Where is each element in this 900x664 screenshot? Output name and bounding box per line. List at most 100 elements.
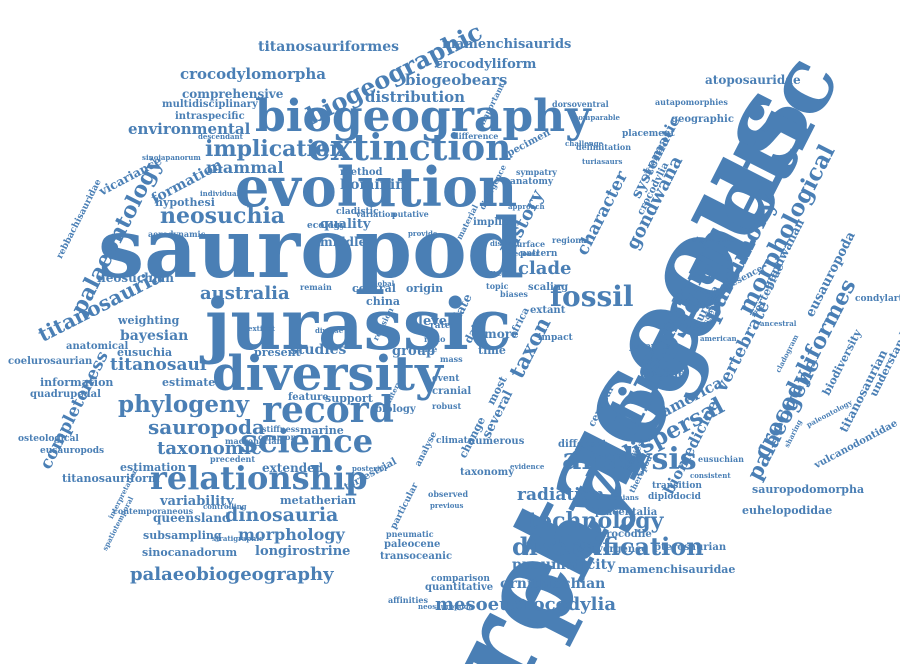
word: estimation bbox=[120, 461, 186, 474]
word: euhelopodidae bbox=[742, 504, 833, 517]
word: topic bbox=[486, 281, 509, 291]
word: marine bbox=[300, 424, 344, 437]
word: pterosaurian bbox=[654, 542, 727, 553]
word: more bbox=[484, 327, 519, 341]
word: global bbox=[370, 279, 395, 288]
word: regional bbox=[552, 235, 590, 245]
word: crocodylomorpha bbox=[180, 65, 326, 83]
word: pneumatic bbox=[386, 529, 434, 539]
word: distribution bbox=[365, 88, 466, 106]
word: controlling bbox=[203, 502, 247, 511]
word: comparison bbox=[431, 574, 490, 584]
word: implied bbox=[473, 217, 516, 228]
word: approach bbox=[508, 202, 545, 211]
word: estimate bbox=[162, 376, 216, 389]
word: condylarthra bbox=[855, 294, 900, 304]
word: biogeobears bbox=[405, 71, 508, 89]
word: subsampling bbox=[143, 529, 222, 542]
word: time bbox=[478, 344, 506, 357]
word: relationship bbox=[150, 459, 368, 497]
word: pneumaticity bbox=[512, 557, 616, 573]
word: radiation bbox=[517, 485, 605, 505]
word: eusauropods bbox=[40, 446, 105, 456]
word: anatomy bbox=[510, 177, 554, 187]
word: analyse bbox=[413, 430, 440, 469]
word: extended bbox=[262, 461, 324, 475]
word: ecology bbox=[307, 221, 346, 231]
word: china bbox=[366, 295, 400, 308]
word: middle bbox=[320, 235, 367, 249]
word: multidisciplinary bbox=[162, 99, 258, 110]
word: mesoeucrocodylia bbox=[435, 594, 616, 615]
word: analysis bbox=[562, 442, 697, 477]
word: macronarian bbox=[225, 436, 283, 446]
word: sauropod bbox=[98, 201, 525, 297]
word: eusuchian bbox=[698, 454, 744, 464]
word: information bbox=[40, 376, 114, 389]
word: neosuchia bbox=[160, 203, 286, 229]
word: coelurosaurian bbox=[8, 356, 93, 367]
word: placentalia bbox=[595, 507, 658, 518]
word: precedent bbox=[210, 454, 256, 464]
word: delimitation bbox=[576, 142, 632, 152]
word: titanosauriformes bbox=[258, 39, 400, 55]
word: climate bbox=[436, 436, 474, 446]
word: hypothesi bbox=[155, 196, 215, 209]
word: ancestral bbox=[760, 319, 797, 328]
word: robust bbox=[432, 401, 462, 411]
word: morphology bbox=[238, 525, 345, 544]
word: posterior bbox=[352, 464, 388, 473]
word: mamenchisaurids bbox=[442, 37, 572, 52]
word: placement bbox=[622, 129, 675, 139]
word: palaeobiogeography bbox=[130, 564, 334, 585]
word: extinction bbox=[308, 127, 512, 169]
word: hominin bbox=[340, 177, 406, 193]
word: biases bbox=[500, 289, 528, 299]
word: previous bbox=[430, 501, 464, 510]
word: weighting bbox=[118, 314, 180, 327]
word: pattern bbox=[520, 249, 558, 259]
word: extant bbox=[530, 305, 566, 316]
word: event bbox=[432, 374, 460, 384]
word: ornithischian bbox=[500, 576, 606, 592]
word: titanosauriform bbox=[62, 472, 160, 485]
word: ratio bbox=[424, 334, 446, 344]
word: turiasaurs bbox=[582, 157, 623, 166]
word: anatomical bbox=[66, 341, 129, 352]
word: transoceanic bbox=[380, 551, 453, 562]
word: taxonomic bbox=[157, 438, 262, 459]
word: variability bbox=[160, 494, 234, 509]
word: mamenchisauridae bbox=[618, 563, 736, 576]
word: studies bbox=[290, 342, 347, 358]
word: biology bbox=[375, 404, 416, 415]
word: intraspecific bbox=[175, 111, 245, 122]
word: quadrupedal bbox=[30, 389, 101, 400]
word: numerous bbox=[468, 436, 525, 447]
word: longirostrine bbox=[255, 544, 351, 559]
word: transition bbox=[652, 481, 702, 491]
word: metatherian bbox=[280, 494, 357, 507]
word: difference bbox=[453, 131, 499, 141]
word: rate bbox=[430, 321, 451, 331]
word: contemporaneous bbox=[113, 506, 194, 516]
word: convergence bbox=[577, 544, 648, 555]
word: descendant bbox=[198, 132, 243, 141]
word: diplodocid bbox=[648, 492, 701, 502]
word: juvenile bbox=[630, 342, 670, 352]
word: impact bbox=[538, 333, 573, 343]
word: provide bbox=[408, 229, 438, 238]
word: evolution bbox=[235, 155, 518, 219]
word: size bbox=[420, 344, 438, 354]
word: geographic bbox=[671, 114, 734, 125]
word: record bbox=[262, 389, 394, 431]
word: mass bbox=[440, 354, 463, 364]
word: evidence bbox=[510, 462, 545, 471]
word: dinosauria bbox=[225, 504, 339, 526]
word: feature bbox=[288, 392, 329, 403]
word: support bbox=[325, 392, 373, 405]
word: fossil bbox=[550, 280, 634, 313]
word: diversity bbox=[212, 346, 443, 402]
word: affinities bbox=[388, 595, 428, 605]
word: osteological bbox=[18, 434, 79, 444]
word: sinocanadorum bbox=[142, 546, 238, 559]
